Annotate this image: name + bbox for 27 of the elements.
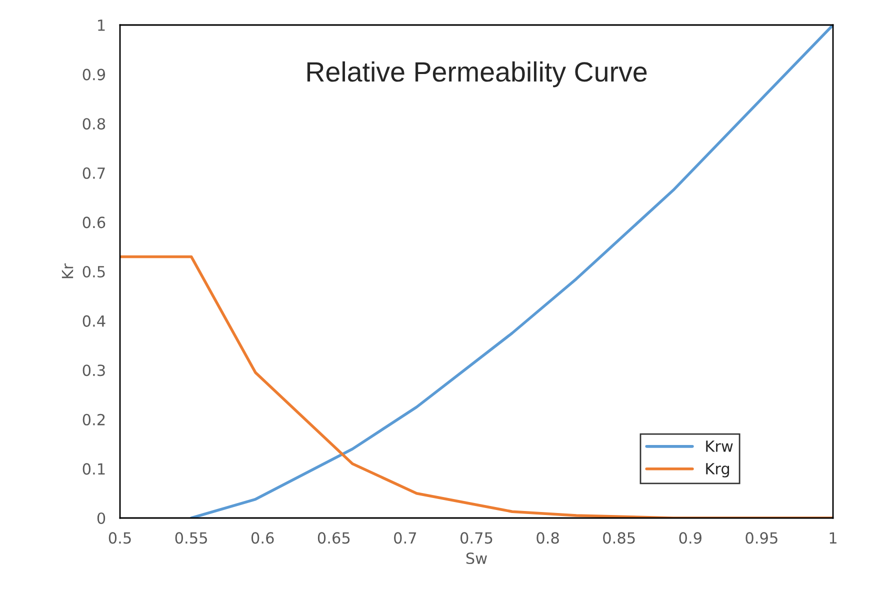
x-tick-label: 0.55: [175, 532, 207, 544]
y-tick-label: 0.4: [82, 315, 106, 327]
y-tick-label: 0.1: [82, 463, 105, 475]
y-tick-label: 0.9: [82, 68, 106, 80]
y-tick-label: 0: [97, 512, 106, 524]
y-tick-label: 0.8: [82, 118, 106, 130]
x-tick-label: 0.7: [394, 532, 416, 544]
x-tick-label: 1: [830, 532, 836, 544]
legend-label: Krw: [706, 440, 733, 452]
y-tick-label: 1: [98, 20, 105, 31]
x-tick-label: 0.85: [603, 532, 635, 544]
y-tick-label: 0.2: [82, 414, 105, 426]
y-tick-label: 0.7: [82, 167, 105, 179]
legend-label: Krg: [706, 463, 729, 478]
x-tick-label: 0.6: [251, 532, 274, 544]
y-tick-label: 0.5: [82, 266, 105, 278]
x-tick-label: 0.95: [746, 532, 778, 544]
x-tick-label: 0.75: [460, 532, 492, 544]
x-tick-label: 0.8: [536, 532, 559, 544]
x-tick-label: 0.9: [679, 532, 702, 544]
x-tick-label: 0.5: [108, 532, 131, 544]
y-axis-title: Kr: [62, 263, 74, 278]
text: Relative Permeability Curve: [307, 61, 647, 88]
y-tick-label: 0.6: [82, 216, 106, 228]
y-tick-label: 0.3: [82, 364, 105, 376]
x-tick-label: 0.65: [318, 532, 350, 544]
x-axis-title: Sw: [466, 552, 487, 564]
